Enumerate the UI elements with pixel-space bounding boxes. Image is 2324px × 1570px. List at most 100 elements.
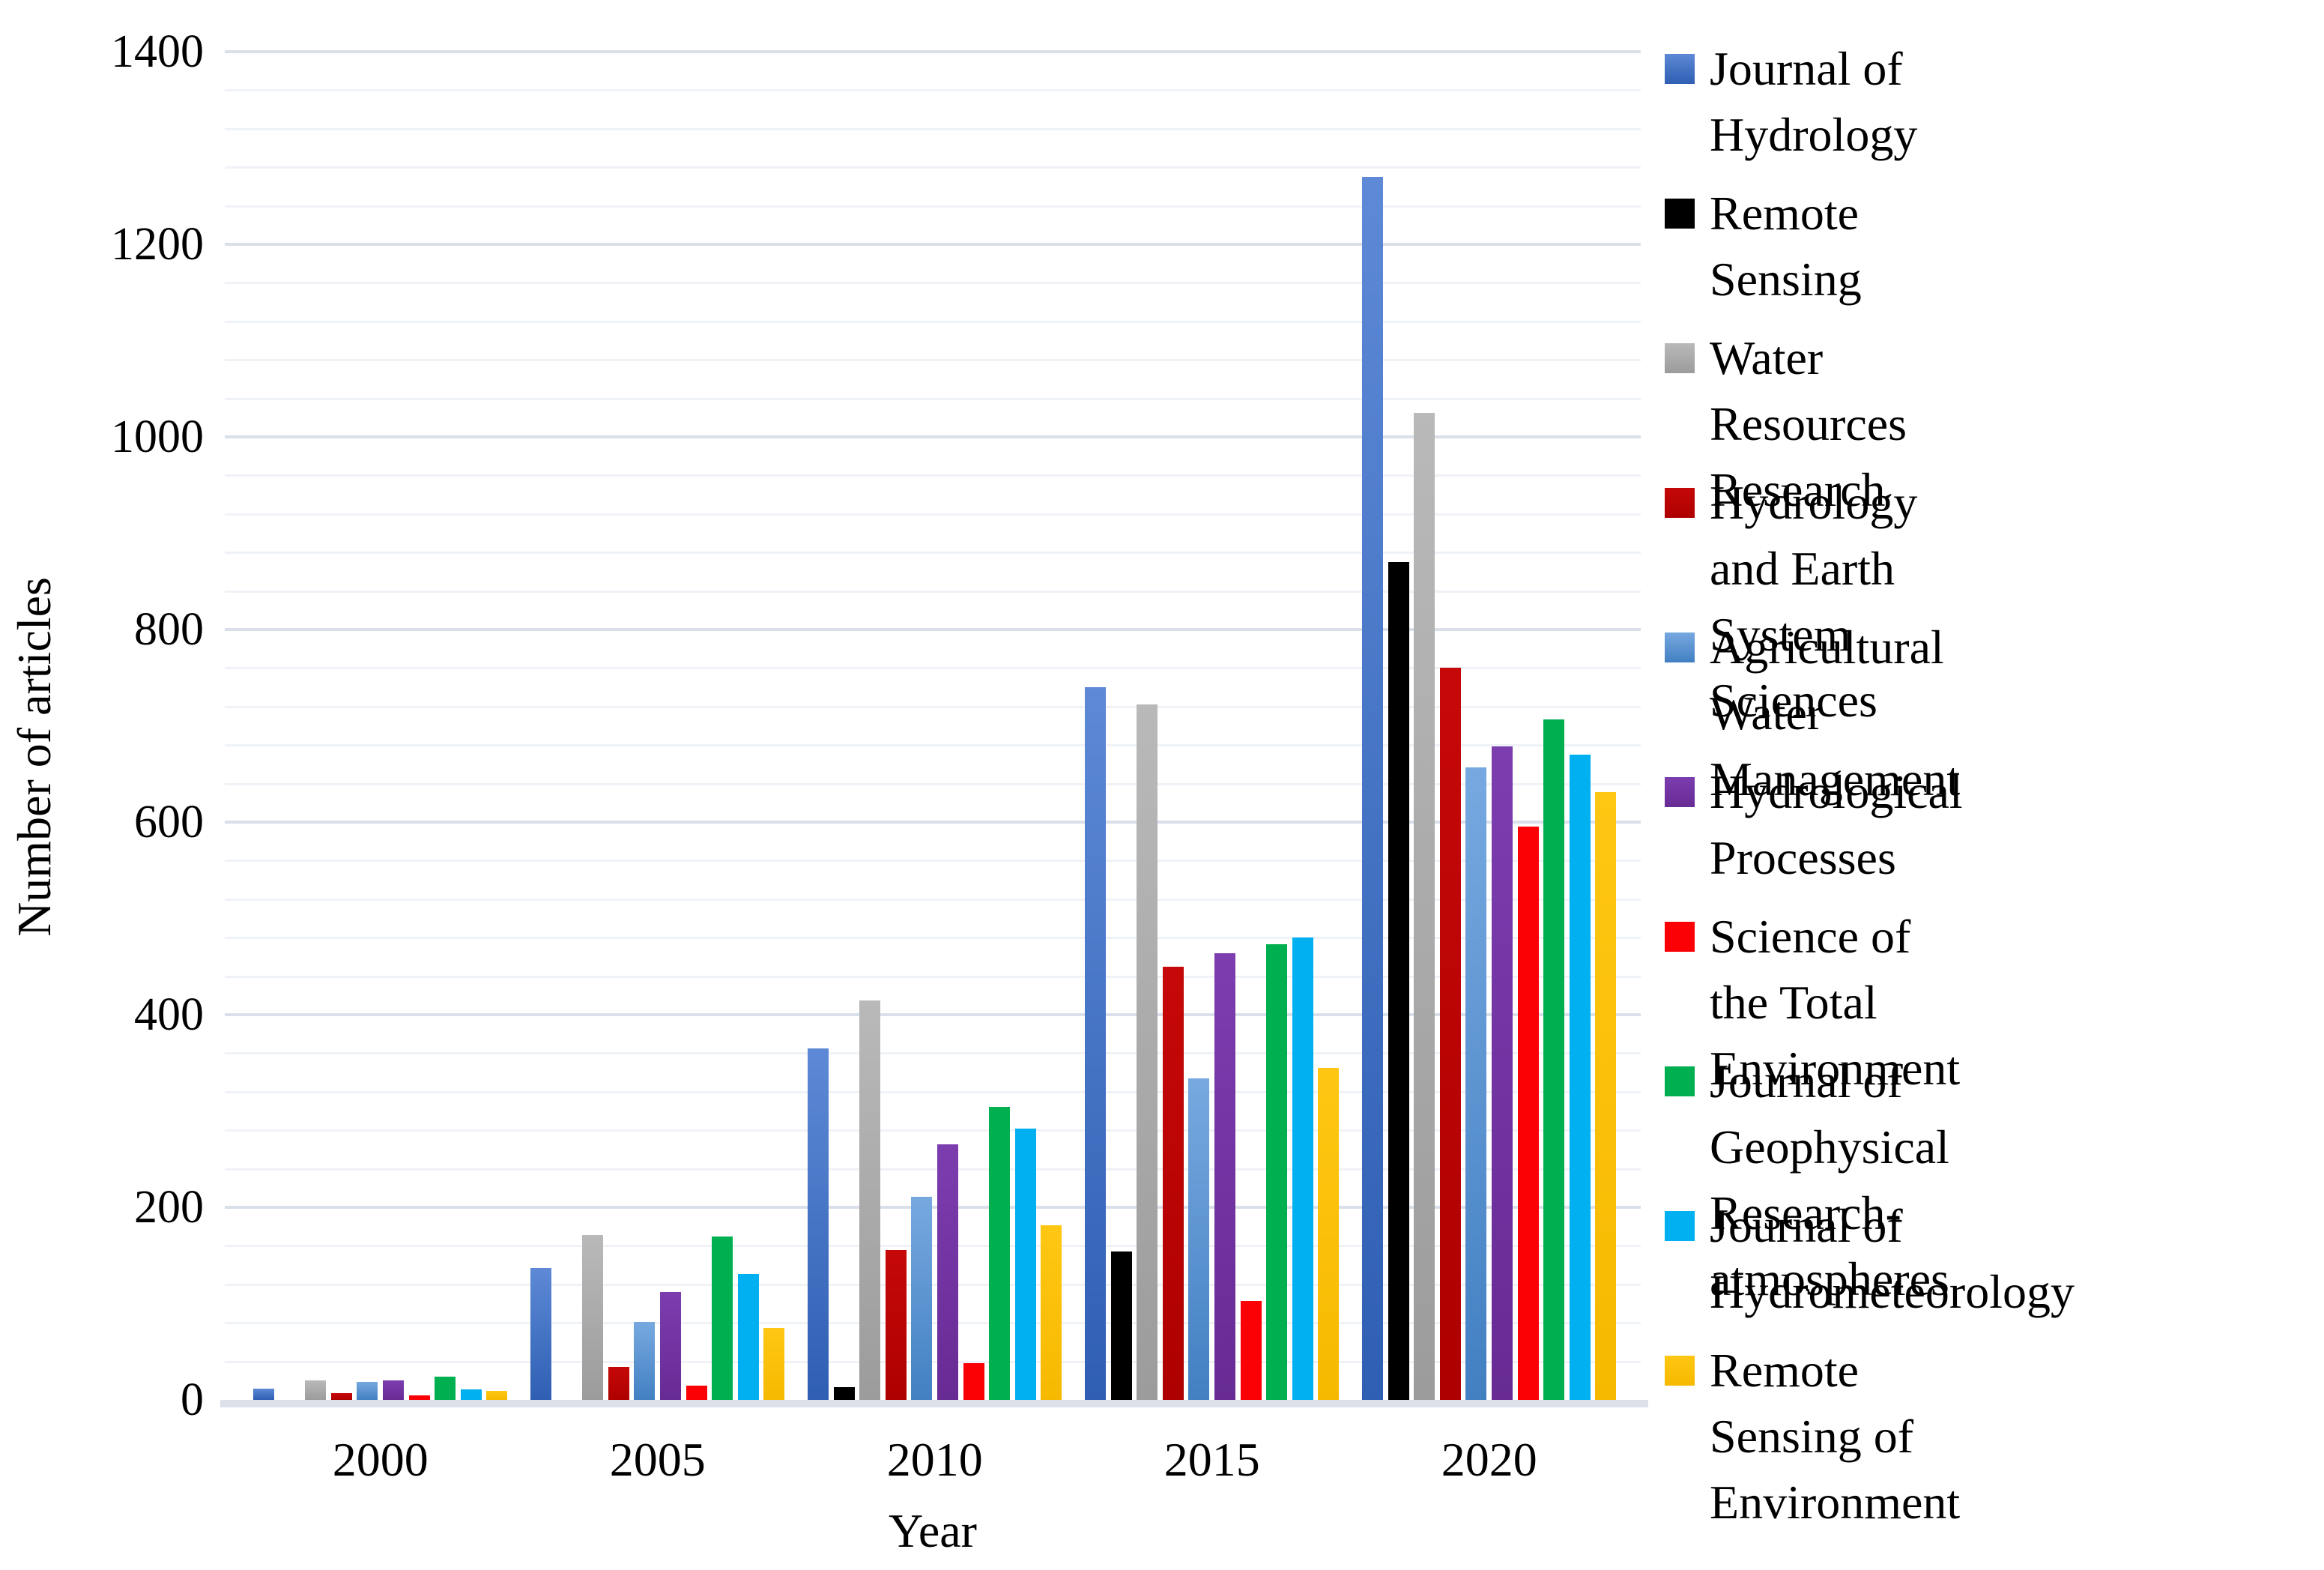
minor-gridline [225,89,1641,92]
bar [1439,668,1461,1400]
major-gridline [225,821,1641,824]
legend-swatch [1665,777,1695,807]
bar [582,1235,604,1400]
bar [330,1393,352,1400]
minor-gridline [225,127,1641,130]
bar [1137,704,1158,1400]
legend-label: Agricultural Water Management [1710,621,1961,806]
minor-gridline [225,744,1641,747]
bar [1110,1252,1132,1400]
legend-swatch [1665,922,1695,952]
legend-label: Journal of Geophysical Research-atmosphe… [1710,1054,1949,1305]
y-tick-label: 1200 [111,219,204,270]
bar [1188,1078,1210,1400]
bar [460,1389,482,1400]
bar [859,1000,881,1400]
minor-gridline [225,397,1641,400]
legend-swatch [1665,199,1695,229]
y-axis-title: Number of articles [7,577,61,937]
major-gridline [225,435,1641,438]
legend-label: Remote Sensing [1710,187,1862,306]
x-tick-label: 2010 [886,1433,983,1486]
bar [989,1107,1011,1400]
minor-gridline [225,1090,1641,1093]
bar [357,1381,378,1400]
major-gridline [225,1013,1641,1016]
bar [737,1273,759,1400]
minor-gridline [225,1360,1641,1363]
bar [1240,1300,1262,1400]
legend-label: Journal of Hydrometeorology [1710,1199,2075,1318]
bar [1041,1225,1062,1400]
bar [1595,792,1617,1400]
minor-gridline [225,705,1641,708]
legend-label: Water Resources Research [1710,331,1907,516]
minor-gridline [225,975,1641,978]
bar [712,1236,733,1400]
minor-gridline [225,320,1641,323]
y-tick-label: 200 [134,1182,204,1233]
y-tick-label: 0 [181,1374,204,1425]
minor-gridline [225,1283,1641,1286]
bar [1362,177,1383,1400]
bar [1162,966,1184,1400]
minor-gridline [225,1052,1641,1055]
bar [885,1249,907,1400]
legend-swatch [1665,1066,1695,1096]
legend-swatch [1665,488,1695,518]
minor-gridline [225,898,1641,901]
bar [1414,412,1435,1400]
bar [963,1363,984,1400]
minor-gridline [225,1129,1641,1132]
minor-gridline [225,474,1641,477]
minor-gridline [225,1245,1641,1248]
bar [1388,562,1409,1400]
bar [1318,1067,1340,1400]
bar [383,1380,404,1400]
bar [1266,944,1288,1400]
bar [1014,1128,1036,1400]
legend-swatch [1665,1211,1695,1241]
minor-gridline [225,205,1641,208]
bar [408,1395,430,1400]
minor-gridline [225,166,1641,169]
legend-label: Science of the Total Environment [1710,910,1961,1095]
bar [686,1385,707,1400]
legend-swatch [1665,54,1695,84]
x-tick-label: 2015 [1163,1433,1260,1486]
major-gridline [225,243,1641,246]
bar [530,1267,551,1400]
minor-gridline [225,667,1641,670]
x-tick-label: 2000 [332,1433,429,1486]
major-gridline [225,1206,1641,1209]
bar [1292,938,1313,1400]
y-tick-label: 1400 [111,26,204,77]
bar [1543,719,1565,1400]
y-tick-label: 400 [134,989,204,1040]
bar [435,1377,456,1400]
bar [1569,755,1591,1400]
bar [1085,687,1106,1400]
major-gridline [225,628,1641,631]
minor-gridline [225,590,1641,593]
major-gridline [225,50,1641,53]
legend-swatch [1665,343,1695,373]
bar [305,1380,327,1400]
legend-label: Hydrology and Earth System Sciences [1710,476,1918,727]
minor-gridline [225,937,1641,940]
y-tick-label: 800 [134,604,204,655]
bar [253,1388,274,1400]
legend-label: Hydrological Processes [1710,765,1963,884]
y-tick-label: 1000 [111,411,204,462]
minor-gridline [225,1322,1641,1325]
y-tick-label: 600 [134,797,204,848]
bar [608,1367,629,1400]
bar [911,1196,933,1400]
bar [763,1327,785,1400]
minor-gridline [225,1168,1641,1171]
bar [1465,767,1487,1400]
minor-gridline [225,552,1641,555]
minor-gridline [225,860,1641,863]
bar [937,1144,958,1400]
